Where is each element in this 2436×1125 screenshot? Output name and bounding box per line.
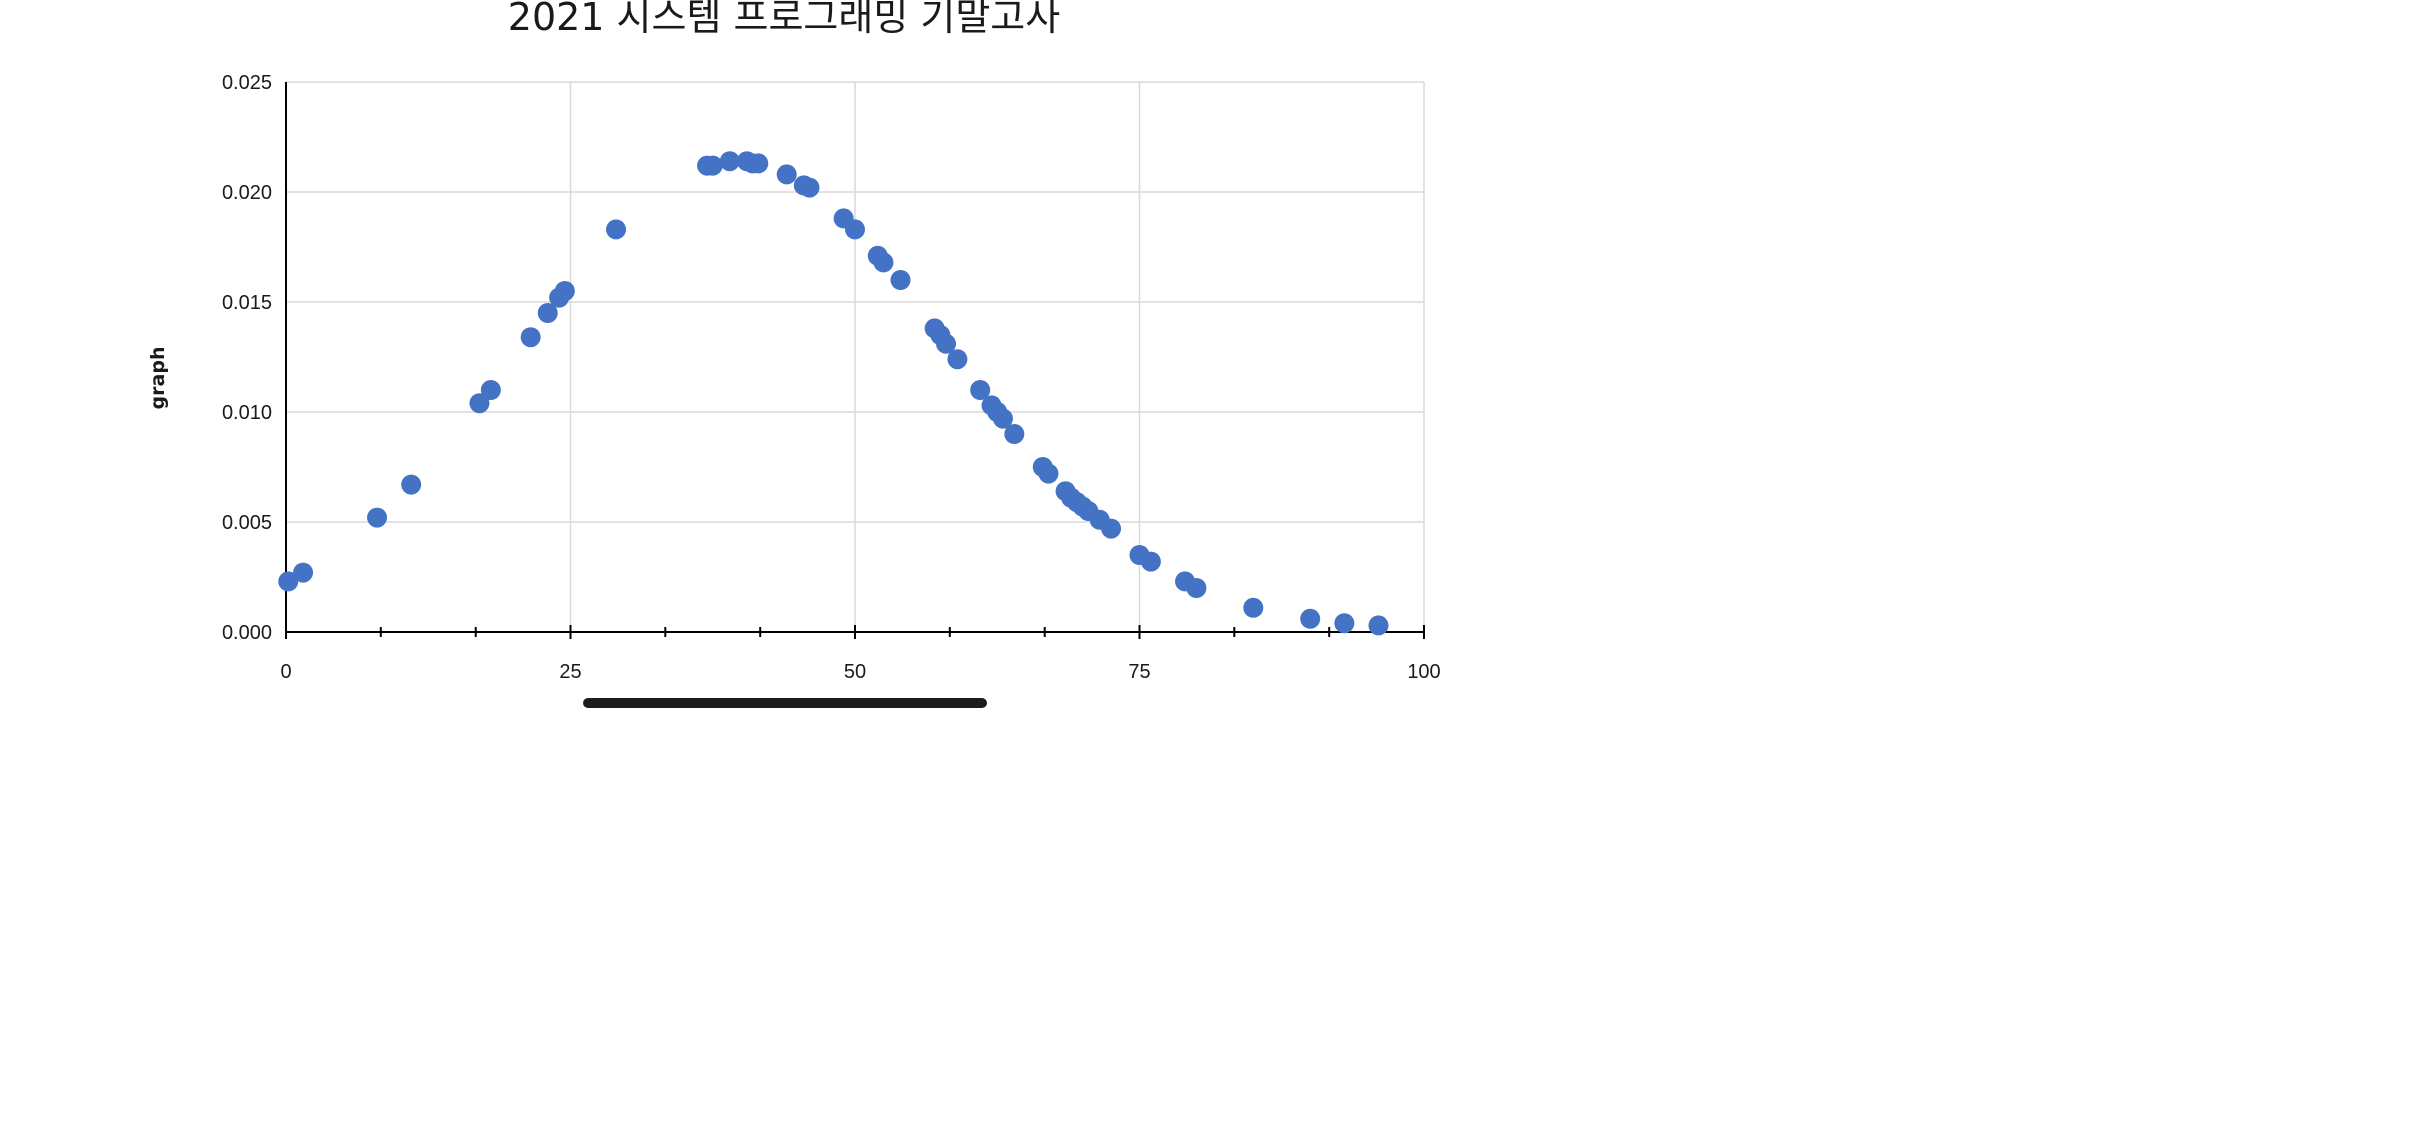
y-tick-label: 0.015 bbox=[222, 292, 272, 314]
data-point bbox=[469, 393, 490, 414]
data-point bbox=[293, 562, 314, 583]
data-point bbox=[1243, 597, 1264, 618]
data-point bbox=[520, 327, 541, 348]
data-point bbox=[776, 164, 797, 185]
axes bbox=[285, 82, 1425, 639]
x-tick-label: 50 bbox=[844, 661, 866, 683]
chart-title: 2021 시스템 프로그래밍 기말고사 bbox=[508, 0, 1060, 39]
data-point bbox=[1038, 463, 1059, 484]
y-tick-label: 0.000 bbox=[222, 622, 272, 644]
data-point bbox=[890, 270, 911, 290]
data-point bbox=[936, 333, 957, 354]
data-points bbox=[278, 151, 1389, 636]
x-tick-label: 0 bbox=[280, 661, 291, 683]
data-point bbox=[554, 281, 575, 301]
home-indicator[interactable] bbox=[583, 698, 987, 708]
y-tick-label: 0.025 bbox=[222, 72, 272, 94]
data-point bbox=[702, 155, 723, 176]
data-point bbox=[1004, 424, 1025, 444]
data-point bbox=[970, 380, 991, 400]
data-point bbox=[799, 177, 820, 198]
grid-lines bbox=[286, 81, 1425, 632]
scatter-chart: 2021 시스템 프로그래밍 기말고사 0.000 0.005 0.010 0.015… bbox=[147, 0, 1441, 683]
data-point bbox=[1334, 613, 1355, 634]
x-tick-label: 75 bbox=[1128, 661, 1150, 683]
data-point bbox=[845, 219, 865, 240]
tick-labels: 0.000 0.005 0.010 0.015 0.020 0.025 0 25 50 75 100 bbox=[222, 72, 1441, 683]
data-point bbox=[1101, 518, 1122, 539]
data-point bbox=[1300, 608, 1321, 629]
data-point bbox=[367, 507, 388, 528]
data-point bbox=[1368, 615, 1389, 636]
data-point bbox=[278, 571, 299, 592]
data-point bbox=[401, 474, 422, 495]
data-point bbox=[537, 303, 558, 323]
data-point bbox=[992, 408, 1013, 429]
y-tick-label: 0.010 bbox=[222, 402, 272, 424]
data-point bbox=[873, 252, 894, 273]
y-tick-label: 0.005 bbox=[222, 512, 272, 534]
data-point bbox=[606, 219, 627, 240]
data-point bbox=[719, 151, 740, 172]
data-point bbox=[480, 380, 501, 400]
y-tick-label: 0.020 bbox=[222, 182, 272, 204]
data-point bbox=[1186, 578, 1207, 598]
x-tick-label: 100 bbox=[1407, 661, 1440, 683]
data-point bbox=[947, 349, 968, 370]
data-point bbox=[748, 153, 769, 174]
data-point bbox=[1140, 551, 1161, 572]
x-tick-label: 25 bbox=[559, 661, 581, 683]
y-axis-label: graph bbox=[147, 347, 169, 410]
